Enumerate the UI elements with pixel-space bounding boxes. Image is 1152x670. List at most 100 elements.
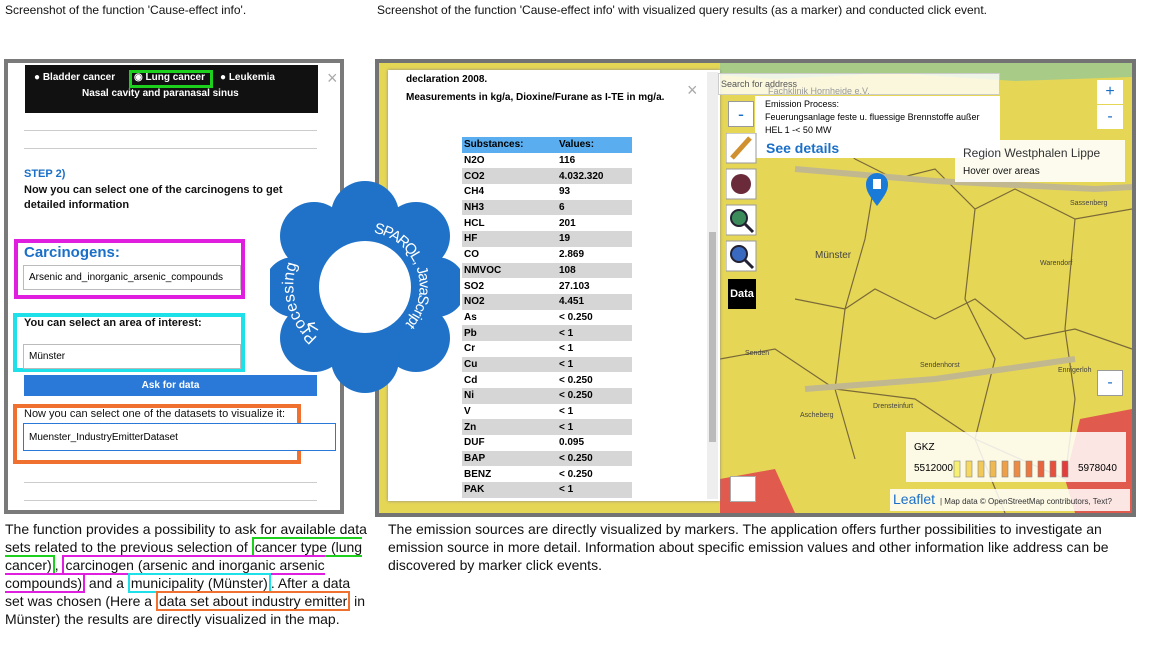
town-label: Ennigerloh bbox=[1058, 367, 1092, 374]
table-cell: < 0.250 bbox=[559, 468, 593, 480]
town-label: Warendorf bbox=[1040, 260, 1073, 267]
table-cell: Cu bbox=[464, 358, 478, 370]
table-cell: BAP bbox=[464, 453, 486, 465]
table-row: Zn < 1 bbox=[462, 419, 632, 436]
table-row: NH3 6 bbox=[462, 199, 632, 216]
data-button[interactable]: Data bbox=[728, 279, 756, 309]
table-row: HF 19 bbox=[462, 231, 632, 247]
highlight bbox=[129, 70, 213, 88]
table-cell: < 0.250 bbox=[559, 390, 593, 402]
town-label: Sassenberg bbox=[1070, 200, 1108, 207]
radio-option[interactable]: ◉ Lung cancer bbox=[134, 72, 205, 83]
town-label: Sendenhorst bbox=[920, 362, 960, 369]
process-cloud: Processing SPARQL, JavaScript bbox=[270, 181, 460, 393]
field-label: Now you can select one of the datasets t… bbox=[24, 408, 286, 420]
table-row: Pb < 1 bbox=[462, 325, 632, 341]
scrollbar[interactable] bbox=[707, 72, 718, 499]
region-title: Region Westphalen Lippe bbox=[963, 146, 1101, 160]
table-cell: PAK bbox=[464, 484, 485, 496]
emission-table: Substances: Values: N2O 116 CO2 4.032.320 CH… bbox=[462, 137, 632, 498]
highlight-text: cancer type (lung cancer) bbox=[5, 537, 363, 575]
table-cell: DUF bbox=[464, 437, 485, 449]
table-row: SO2 27.103 bbox=[462, 278, 632, 294]
table-cell: 201 bbox=[559, 217, 576, 229]
table-row: As < 0.250 bbox=[462, 309, 632, 326]
description: The emission sources are directly visual… bbox=[388, 521, 1109, 573]
layers-button[interactable] bbox=[730, 476, 756, 502]
table-row: CO 2.869 bbox=[462, 246, 632, 263]
radio-option[interactable]: ● Bladder cancer bbox=[34, 72, 116, 83]
zoom-out[interactable]: - bbox=[728, 101, 754, 127]
highlight-text: municipality (Münster) bbox=[127, 573, 271, 593]
option-label: Lung cancer bbox=[145, 72, 205, 83]
table-row: N2O 116 bbox=[462, 152, 632, 169]
separator bbox=[24, 130, 317, 131]
text-input[interactable]: Münster bbox=[23, 344, 241, 369]
attribution bbox=[890, 489, 1130, 511]
table-cell: CO2 bbox=[464, 170, 485, 182]
search-box[interactable]: Search for address bbox=[718, 73, 1000, 95]
table-cell: < 1 bbox=[559, 484, 574, 496]
table-row: NMVOC 108 bbox=[462, 262, 632, 279]
radio-option[interactable]: ● Leukemia bbox=[220, 72, 275, 83]
table-row: V < 1 bbox=[462, 403, 632, 420]
select-input[interactable]: Muenster_IndustryEmitterDataset bbox=[23, 423, 336, 451]
header-cell: Substances: bbox=[464, 139, 524, 151]
table-cell: V bbox=[464, 406, 471, 418]
marker-text: Emission Process: bbox=[765, 99, 840, 109]
table-cell: CO bbox=[464, 249, 479, 261]
table-cell: HCL bbox=[464, 217, 485, 229]
table-cell: CH4 bbox=[464, 186, 485, 198]
radio-option[interactable]: Nasal cavity and paranasal sinus bbox=[82, 88, 239, 99]
attribution-brand[interactable]: Leaflet bbox=[893, 491, 936, 507]
text: The function provides a possibility to a… bbox=[5, 521, 367, 555]
arrow bbox=[307, 322, 319, 333]
table-cell: 108 bbox=[559, 264, 576, 276]
table-row: HCL 201 bbox=[462, 215, 632, 232]
table-row: BAP < 0.250 bbox=[462, 450, 632, 467]
table-cell: < 1 bbox=[559, 327, 574, 339]
highlight-text: data set about industry emitter bbox=[155, 591, 351, 611]
marker-text: HEL 1 -< 50 MW bbox=[765, 125, 832, 135]
tool-button[interactable] bbox=[726, 133, 757, 164]
table-row: Ni < 0.250 bbox=[462, 388, 632, 404]
text: in Münster) the results are directly vis… bbox=[5, 593, 366, 627]
ask-button[interactable]: Ask for data bbox=[24, 375, 317, 396]
legend-scale bbox=[953, 460, 1069, 478]
popup-text: Measurements in kg/a, Dioxine/Furane as … bbox=[406, 92, 665, 103]
table-row: DUF 0.095 bbox=[462, 435, 632, 451]
table-row: PAK < 1 bbox=[462, 482, 632, 498]
roads bbox=[794, 166, 1133, 392]
attribution-text: | Map data © OpenStreetMap contributors,… bbox=[940, 497, 1112, 506]
legend-title: GKZ bbox=[914, 442, 935, 453]
instruction: Now you can select one of the carcinogen… bbox=[24, 184, 283, 211]
details-link[interactable]: See details bbox=[766, 140, 840, 156]
step-heading: STEP 2) bbox=[24, 168, 66, 180]
town-label: Ascheberg bbox=[800, 412, 834, 419]
zoom-out[interactable]: - bbox=[1097, 370, 1123, 396]
highlight bbox=[13, 313, 245, 372]
table-cell: HF bbox=[464, 233, 478, 245]
marker[interactable] bbox=[864, 172, 890, 208]
separator bbox=[24, 482, 317, 483]
town-label: Senden bbox=[745, 350, 770, 357]
zoom-out[interactable]: - bbox=[1097, 105, 1123, 129]
zoom-in[interactable]: + bbox=[1097, 80, 1123, 104]
table-row: Cu < 1 bbox=[462, 356, 632, 373]
close-button[interactable]: × bbox=[687, 80, 698, 100]
tool-icons bbox=[726, 133, 757, 272]
close-button[interactable]: × bbox=[327, 68, 338, 88]
text-input[interactable]: Arsenic and_inorganic_arsenic_compounds bbox=[23, 265, 241, 290]
table-cell: BENZ bbox=[464, 468, 492, 480]
table-cell: < 1 bbox=[559, 406, 574, 418]
table-cell: 6 bbox=[559, 202, 565, 214]
text: , bbox=[54, 557, 63, 573]
highlight-text: carcinogen (arsenic and inorganic arseni… bbox=[5, 555, 325, 593]
region-hint: Hover over areas bbox=[963, 166, 1040, 177]
text: and a bbox=[85, 575, 128, 591]
table-row: NO2 4.451 bbox=[462, 293, 632, 310]
table-cell: 93 bbox=[559, 186, 571, 198]
text: . After a data set was chosen (Here a bbox=[5, 575, 351, 609]
field-label: You can select an area of interest: bbox=[24, 317, 202, 329]
